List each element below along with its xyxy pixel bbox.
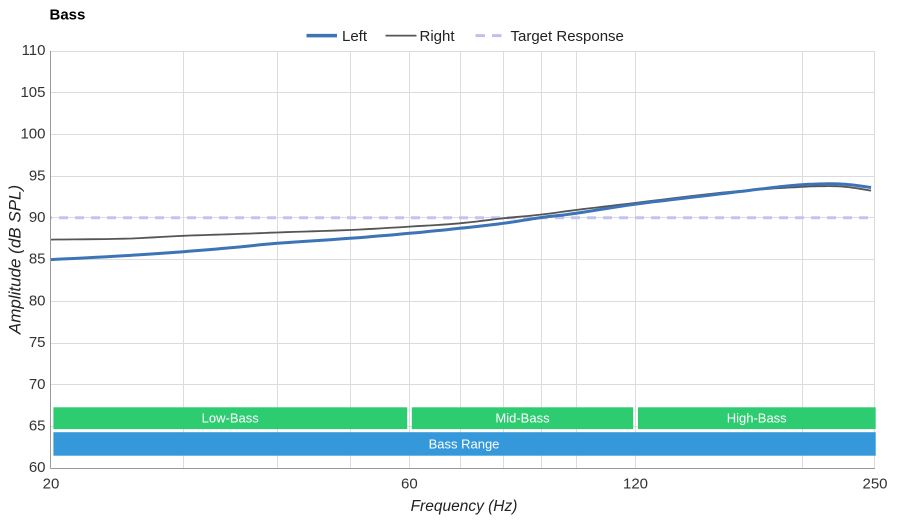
svg-text:75: 75 <box>29 334 46 351</box>
svg-text:120: 120 <box>623 476 648 493</box>
svg-text:Target Response: Target Response <box>511 28 624 45</box>
svg-text:Right: Right <box>420 28 456 45</box>
svg-text:Bass Range: Bass Range <box>429 436 500 451</box>
svg-text:110: 110 <box>22 42 46 59</box>
svg-text:100: 100 <box>20 126 45 143</box>
svg-text:70: 70 <box>29 376 46 393</box>
svg-text:60: 60 <box>401 476 418 493</box>
svg-text:Low-Bass: Low-Bass <box>202 411 260 426</box>
svg-text:105: 105 <box>20 84 45 101</box>
svg-text:65: 65 <box>29 418 46 435</box>
svg-text:95: 95 <box>29 167 46 184</box>
svg-text:Bass: Bass <box>50 7 86 24</box>
svg-text:85: 85 <box>29 251 46 268</box>
svg-text:Amplitude (dB SPL): Amplitude (dB SPL) <box>6 185 25 335</box>
svg-text:Mid-Bass: Mid-Bass <box>495 411 550 426</box>
svg-text:Frequency (Hz): Frequency (Hz) <box>411 498 518 515</box>
svg-text:80: 80 <box>29 292 46 309</box>
svg-text:20: 20 <box>43 476 60 493</box>
svg-text:60: 60 <box>29 459 46 476</box>
svg-text:High-Bass: High-Bass <box>727 411 787 426</box>
svg-text:Left: Left <box>342 28 368 45</box>
svg-text:250: 250 <box>862 476 887 493</box>
svg-text:90: 90 <box>29 209 46 226</box>
